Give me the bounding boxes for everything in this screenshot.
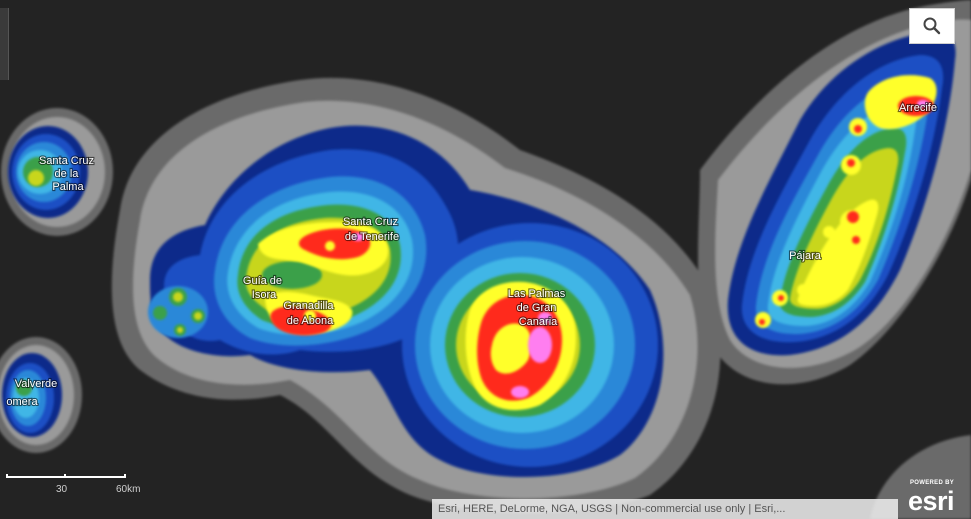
density-layer-yellow-inner bbox=[304, 241, 532, 374]
label-santa-cruz-de-la-palma: Santa Cruz de la Palma bbox=[39, 155, 97, 193]
density-layer-peak bbox=[352, 100, 929, 398]
search-icon bbox=[923, 17, 941, 35]
scale-bar-line bbox=[6, 474, 126, 478]
label-valverde: Valverde bbox=[15, 378, 58, 390]
place-labels: Santa Cruz de la Palma Valverde omera Sa… bbox=[5, 101, 938, 409]
esri-logo[interactable]: POWERED BY esri bbox=[904, 476, 971, 519]
scale-label-mid: 30 bbox=[56, 484, 68, 495]
label-san-sebastian-de-la-gomera: omera bbox=[6, 396, 38, 408]
label-granadilla-de-abona: Granadilla de Abona bbox=[283, 300, 336, 327]
scale-label-end: 60km bbox=[116, 484, 141, 495]
label-las-palmas-de-gran-canaria: Las Palmas de Gran Canaria bbox=[508, 288, 569, 328]
label-arrecife: Arrecife bbox=[899, 102, 937, 114]
search-button[interactable] bbox=[909, 8, 955, 44]
zoom-control-edge[interactable] bbox=[0, 8, 9, 80]
label-santa-cruz-de-tenerife: Santa Cruz de Tenerife bbox=[343, 216, 401, 243]
scale-bar: 30 60km bbox=[6, 470, 166, 500]
label-guia-de-isora: Guía de Isora bbox=[243, 275, 285, 301]
esri-wordmark: esri bbox=[908, 486, 955, 516]
map-attribution[interactable]: Esri, HERE, DeLorme, NGA, USGS | Non-com… bbox=[432, 499, 898, 519]
label-pajara: Pájara bbox=[789, 250, 822, 262]
esri-powered-by: POWERED BY bbox=[910, 480, 955, 486]
teide-low-density bbox=[262, 261, 322, 289]
scale-bar-midtick bbox=[64, 474, 66, 478]
